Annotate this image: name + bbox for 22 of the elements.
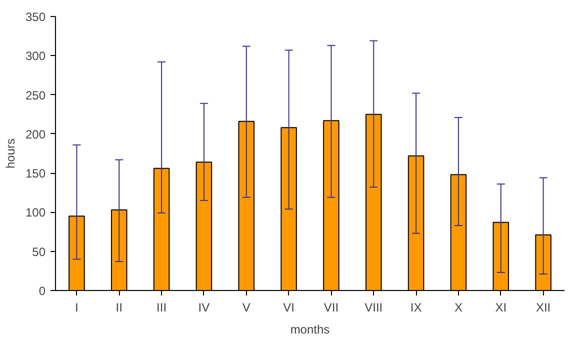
y-tick-label: 250 bbox=[25, 88, 46, 102]
y-tick-label: 300 bbox=[25, 49, 46, 64]
x-tick-label: V bbox=[242, 300, 250, 314]
y-tick-label: 150 bbox=[25, 166, 46, 181]
y-tick-label: 0 bbox=[38, 284, 46, 298]
x-tick-label: XII bbox=[536, 300, 551, 314]
y-axis-title: hours bbox=[3, 138, 18, 169]
x-tick-label: XI bbox=[495, 300, 507, 314]
x-tick-label: IV bbox=[198, 300, 210, 314]
x-tick-label: VI bbox=[283, 300, 294, 314]
y-tick-label: 200 bbox=[25, 127, 46, 142]
y-tick-label: 100 bbox=[25, 206, 46, 220]
x-tick-label: VIII bbox=[364, 300, 383, 314]
x-tick-label: IX bbox=[410, 300, 422, 314]
x-tick-label: II bbox=[116, 300, 122, 314]
x-tick-label: III bbox=[156, 300, 167, 314]
x-axis-title: months bbox=[290, 322, 330, 336]
x-tick-label: VII bbox=[324, 300, 339, 314]
y-tick-label: 50 bbox=[32, 244, 46, 259]
x-tick-label: X bbox=[454, 300, 462, 314]
x-tick-label: I bbox=[75, 300, 78, 314]
y-tick-label: 350 bbox=[25, 10, 46, 24]
